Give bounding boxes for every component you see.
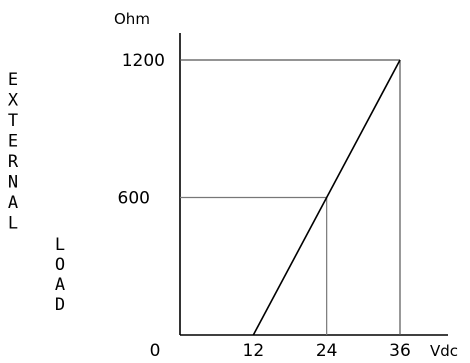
x-tick-24: 24: [316, 341, 338, 361]
y-axis-label-letter: N: [8, 173, 18, 193]
x-tick-0: 0: [150, 341, 161, 361]
y-axis-label-letter: E: [8, 70, 18, 90]
y-axis-label-letter: D: [55, 295, 65, 315]
y-tick-1200: 1200: [122, 51, 165, 71]
y-axis-label-letter: R: [8, 152, 19, 172]
x-unit-label: Vdc: [430, 342, 458, 360]
x-tick-12: 12: [243, 341, 265, 361]
y-axis-label-letter: A: [8, 193, 18, 213]
y-axis-label-letter: X: [8, 91, 19, 111]
y-axis-label-letter: T: [8, 111, 18, 131]
y-axis-label-letter: E: [8, 132, 18, 152]
y-tick-600: 600: [118, 189, 150, 209]
y-unit-label: Ohm: [114, 10, 150, 28]
x-tick-36: 36: [389, 341, 411, 361]
load-line: [252, 59, 401, 336]
y-axis-label-letter: A: [55, 275, 65, 295]
y-axis-label-letter: O: [55, 255, 65, 275]
y-axis-label-letter: L: [8, 214, 18, 234]
y-axis-label-letter: L: [55, 235, 65, 255]
